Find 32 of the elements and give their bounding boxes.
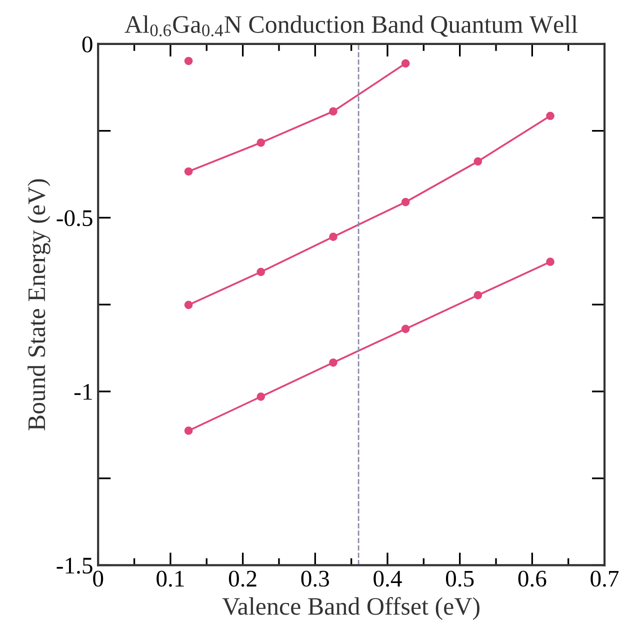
- x-tick-label: 0.7: [590, 570, 619, 587]
- x-tick-label: 0.1: [156, 570, 184, 587]
- point: [184, 56, 193, 66]
- point: [256, 268, 266, 276]
- x-axis-title: Valence Band Offset (eV): [222, 597, 480, 620]
- x-tick-label: 0: [93, 570, 104, 587]
- x-tick-label: 0.3: [301, 570, 329, 587]
- x-tick-label: 0.5: [446, 570, 474, 587]
- point: [546, 258, 554, 266]
- point: [329, 358, 338, 367]
- y-tick-label: 0: [82, 36, 92, 52]
- point: [256, 392, 266, 401]
- point: [401, 59, 410, 68]
- y-tick-label: -1.5: [56, 558, 92, 574]
- point: [256, 138, 266, 147]
- y-tick-label: -1: [74, 384, 92, 400]
- point: [401, 324, 410, 334]
- x-tick-label: 0.4: [374, 570, 402, 587]
- y-axis-title: Bound State Energy (eV): [28, 179, 50, 430]
- point: [546, 112, 554, 120]
- point: [401, 198, 410, 206]
- point: [474, 291, 482, 300]
- point: [184, 167, 193, 176]
- x-tick-label: 0.6: [518, 570, 546, 587]
- chart-title: Al$_{0.6}$Ga$_{0.4}$N Conduction Band Quantum Well: [124, 15, 578, 37]
- x-tick-label: 0.2: [228, 570, 256, 587]
- point: [329, 107, 338, 116]
- point: [184, 426, 193, 435]
- point: [184, 300, 193, 310]
- y-tick-label: -0.5: [56, 210, 92, 226]
- point: [474, 157, 482, 166]
- point: [329, 232, 338, 241]
